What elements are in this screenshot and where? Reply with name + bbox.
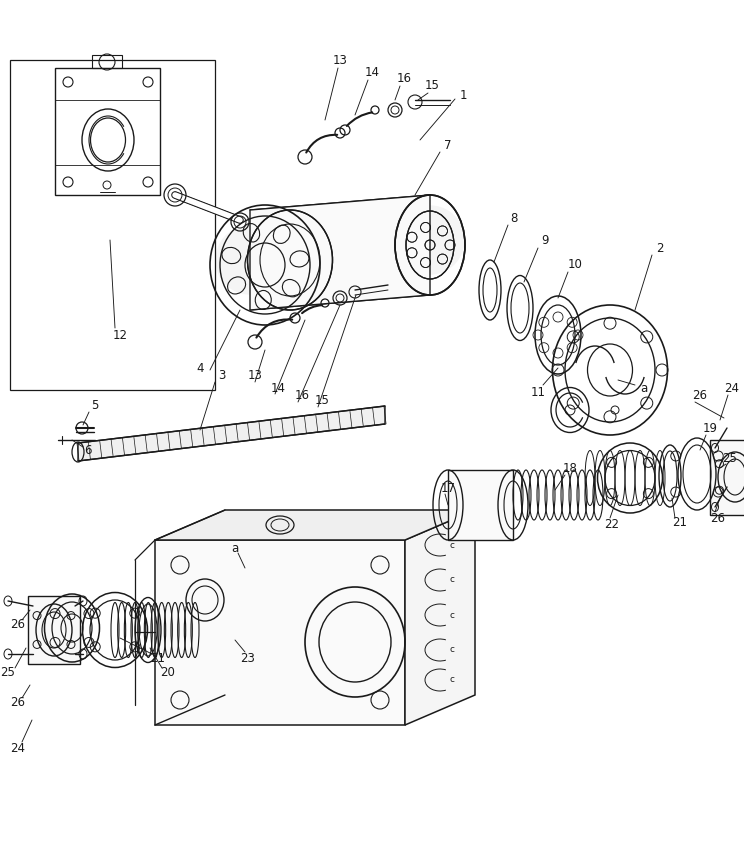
Text: 17: 17 bbox=[440, 482, 455, 495]
Text: a: a bbox=[231, 542, 239, 554]
Text: 11: 11 bbox=[530, 385, 545, 399]
Text: 22: 22 bbox=[605, 519, 620, 532]
Polygon shape bbox=[78, 406, 385, 461]
Text: 25: 25 bbox=[1, 665, 16, 679]
Text: 14: 14 bbox=[365, 66, 379, 78]
Text: 7: 7 bbox=[444, 139, 452, 151]
Text: 18: 18 bbox=[562, 462, 577, 474]
Text: 24: 24 bbox=[725, 382, 740, 394]
Polygon shape bbox=[250, 195, 430, 310]
Polygon shape bbox=[28, 596, 80, 664]
Text: 1: 1 bbox=[459, 88, 466, 102]
Text: 2: 2 bbox=[656, 241, 664, 255]
Text: 21: 21 bbox=[673, 516, 687, 528]
Polygon shape bbox=[405, 510, 475, 725]
Text: 15: 15 bbox=[425, 78, 440, 92]
Text: 24: 24 bbox=[10, 742, 25, 754]
Text: 26: 26 bbox=[693, 389, 708, 401]
Text: c: c bbox=[450, 611, 455, 620]
Text: c: c bbox=[450, 675, 455, 685]
Text: 8: 8 bbox=[510, 211, 518, 225]
Text: c: c bbox=[450, 646, 455, 654]
Text: 4: 4 bbox=[196, 362, 204, 374]
Text: 6: 6 bbox=[84, 443, 92, 457]
Text: 10: 10 bbox=[568, 258, 583, 272]
Text: 26: 26 bbox=[711, 511, 725, 525]
Text: 19: 19 bbox=[702, 421, 717, 435]
Text: 12: 12 bbox=[112, 329, 127, 341]
Text: 13: 13 bbox=[248, 368, 263, 382]
Text: c: c bbox=[450, 575, 455, 584]
Text: 26: 26 bbox=[10, 618, 25, 632]
Text: 9: 9 bbox=[541, 234, 549, 246]
Text: 3: 3 bbox=[218, 368, 225, 382]
Text: a: a bbox=[640, 382, 647, 394]
Text: 20: 20 bbox=[161, 665, 176, 679]
Text: 16: 16 bbox=[295, 389, 310, 401]
Text: 15: 15 bbox=[315, 394, 330, 406]
Text: c: c bbox=[450, 541, 455, 549]
Text: 23: 23 bbox=[240, 652, 255, 664]
Text: 14: 14 bbox=[271, 382, 286, 394]
Text: 16: 16 bbox=[397, 71, 411, 84]
Text: 5: 5 bbox=[92, 399, 99, 411]
Text: 13: 13 bbox=[333, 54, 347, 66]
Polygon shape bbox=[448, 470, 513, 540]
Text: 25: 25 bbox=[722, 452, 737, 464]
Text: 26: 26 bbox=[10, 696, 25, 708]
Text: 21: 21 bbox=[150, 652, 165, 664]
Polygon shape bbox=[710, 440, 744, 515]
Polygon shape bbox=[155, 540, 405, 725]
Polygon shape bbox=[155, 510, 475, 540]
